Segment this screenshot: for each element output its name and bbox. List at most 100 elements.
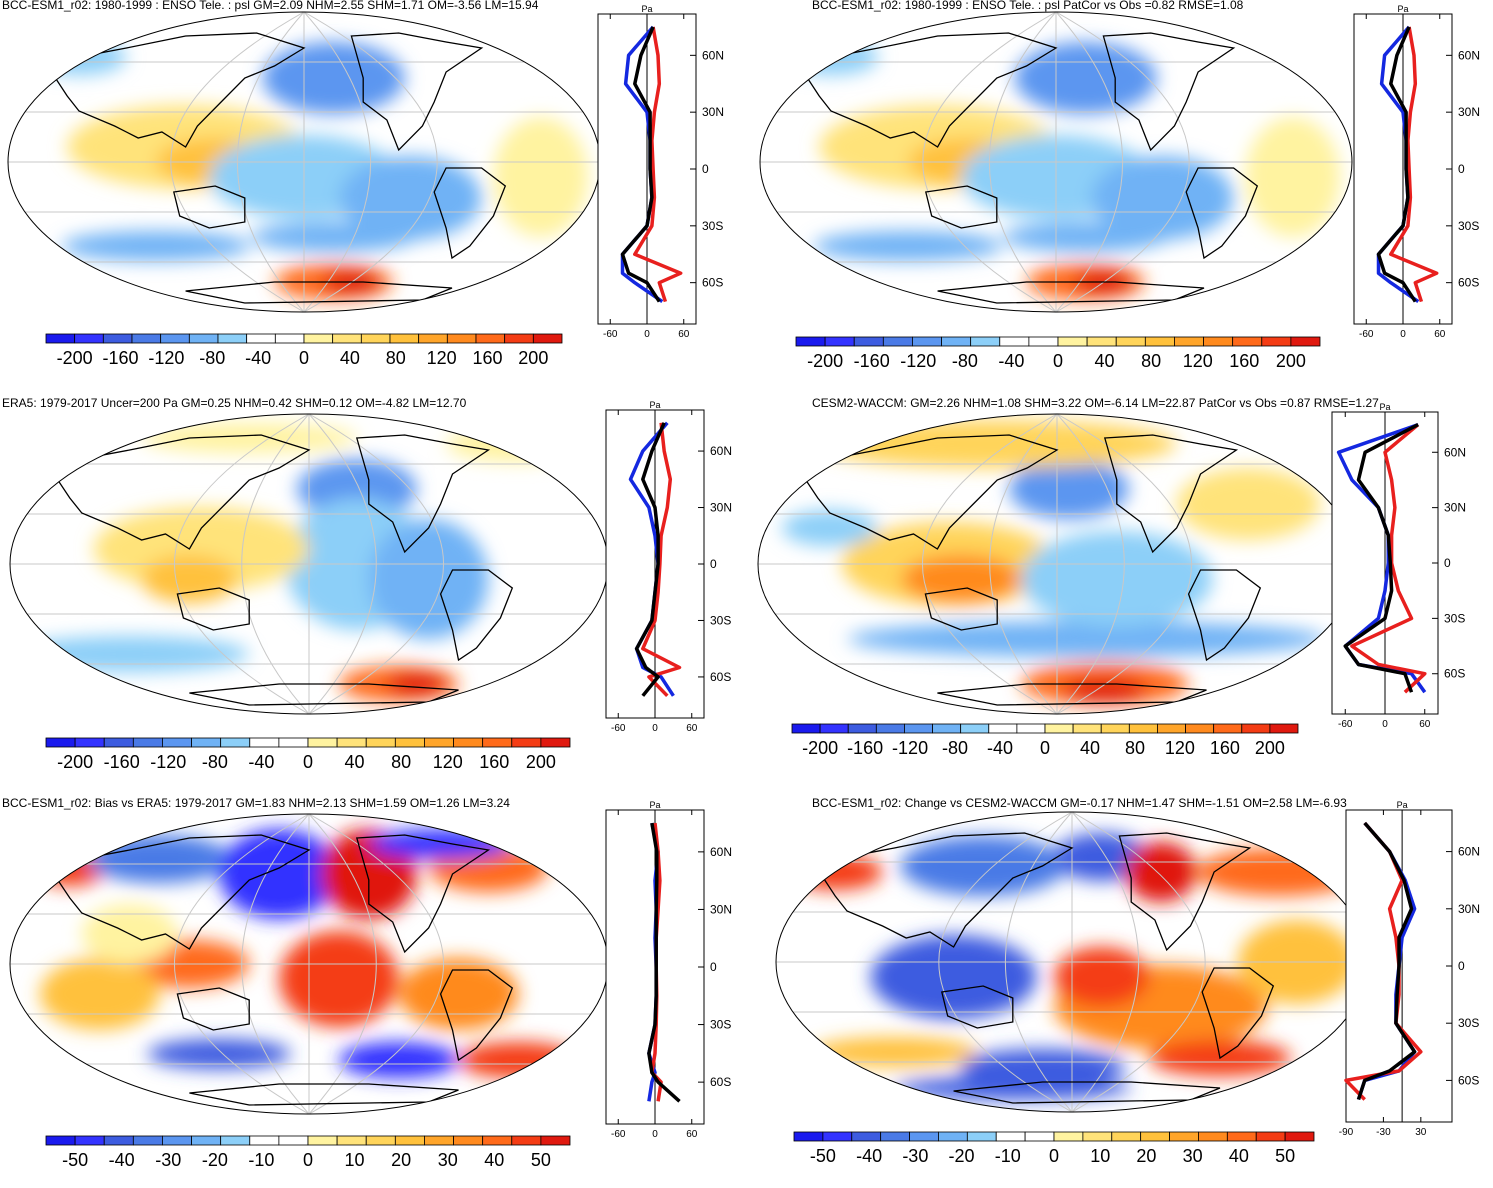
colorbar-box	[1016, 723, 1046, 734]
colorbar-label: -200	[807, 351, 843, 371]
anomaly-field	[10, 636, 250, 672]
anomaly-field	[87, 835, 232, 883]
profile-series-black	[1376, 26, 1417, 303]
colorbar-box	[938, 1131, 968, 1142]
profile-x-tick: -60	[1338, 719, 1353, 730]
coastlines	[56, 834, 514, 1106]
colorbar-box	[1261, 336, 1292, 347]
colorbar-box	[365, 737, 396, 748]
colorbar-box	[220, 1135, 251, 1146]
colorbar-label: 30	[438, 1150, 458, 1170]
graticule	[10, 414, 608, 714]
colorbar-box	[162, 737, 192, 748]
anomaly-field	[870, 935, 1037, 1019]
profile-x-tick: 0	[644, 329, 650, 340]
colorbar-label: 200	[518, 348, 548, 368]
profile-x-tick: 0	[652, 723, 658, 734]
profile-x-tick: 0	[1400, 329, 1406, 340]
colorbar-label: -10	[248, 1150, 274, 1170]
colorbar-box	[394, 737, 425, 748]
colorbar-box	[1213, 723, 1243, 734]
colorbar-label: 160	[472, 348, 502, 368]
anomaly-field	[279, 931, 399, 1027]
anomaly-field	[1245, 117, 1341, 237]
profile-x-tick: -60	[1359, 329, 1374, 340]
coastlines	[54, 32, 507, 304]
panel-graphic: Pa -60 0 60 60N 30N 0 30S 60S -200 -160 -120 -80 -40 0…	[7, 4, 724, 368]
colorbar: -200 -160 -120 -80 -40 0 40 80 120 160 200	[791, 723, 1299, 758]
colorbar: -200 -160 -120 -80 -40 0 40 80 120 160 200	[45, 737, 571, 772]
profile-x-tick: -60	[603, 329, 618, 340]
colorbar: -200 -160 -120 -80 -40 0 40 80 120 160 200	[45, 333, 563, 368]
profile-series-black	[1356, 821, 1417, 1101]
graticule	[10, 814, 608, 1114]
colorbar-label: 0	[303, 752, 313, 772]
profile-series-black	[620, 26, 661, 303]
profile-x-tick: -60	[611, 1129, 626, 1140]
graticule	[760, 12, 1352, 312]
anomaly-field	[901, 555, 1022, 603]
colorbar-box	[511, 737, 542, 748]
profile-x-tick: 60	[1434, 329, 1446, 340]
colorbar-label: 0	[1040, 738, 1050, 758]
colorbar-box	[970, 336, 1001, 347]
colorbar-box	[332, 333, 362, 344]
colorbar-box	[191, 737, 222, 748]
colorbar-label: 0	[299, 348, 309, 368]
colorbar-box	[532, 333, 563, 344]
latitude-label: 30N	[1458, 105, 1480, 119]
colorbar-box	[74, 333, 104, 344]
colorbar-box	[1140, 1131, 1170, 1142]
chart-panel: ERA5: 1979-2017 Uncer=200 Pa GM=0.25 NHM…	[0, 396, 746, 788]
colorbar-label: -40	[987, 738, 1013, 758]
graticule	[758, 414, 1356, 714]
latitude-label: 0	[1458, 162, 1465, 176]
world-map	[10, 414, 608, 714]
colorbar-box	[160, 333, 190, 344]
colorbar-box	[1290, 336, 1321, 347]
anomaly-field	[1091, 156, 1234, 240]
colorbar-box	[875, 723, 905, 734]
anomaly-field	[1021, 531, 1213, 627]
colorbar-box	[74, 737, 105, 748]
latitude-label: 30N	[710, 501, 732, 515]
colorbar-box	[475, 333, 506, 344]
profile-unit: Pa	[649, 400, 660, 410]
colorbar-box	[274, 333, 305, 344]
colorbar: -200 -160 -120 -80 -40 0 40 80 120 160 200	[795, 336, 1321, 371]
profile-x-tick: -60	[611, 723, 626, 734]
latitude-label: 60S	[1458, 1073, 1479, 1087]
colorbar-label: -80	[199, 348, 225, 368]
colorbar-box	[103, 737, 134, 748]
colorbar-box	[1111, 1131, 1142, 1142]
colorbar-box	[336, 737, 367, 748]
panel-title: ERA5: 1979-2017 Uncer=200 Pa GM=0.25 NHM…	[2, 396, 467, 410]
anomaly-field	[1014, 42, 1157, 114]
colorbar-box	[1226, 1131, 1257, 1142]
colorbar-box	[418, 333, 448, 344]
colorbar-label: -80	[202, 752, 228, 772]
coastlines	[804, 434, 1262, 706]
latitude-label: 60N	[710, 444, 732, 458]
colorbar-box	[1144, 336, 1175, 347]
colorbar-label: 40	[1229, 1146, 1249, 1166]
colorbar-box	[424, 737, 454, 748]
profile-x-tick: 0	[652, 1129, 658, 1140]
anomaly-field	[783, 39, 879, 75]
colorbar-label: 40	[345, 752, 365, 772]
colorbar-box	[45, 737, 76, 748]
colorbar-label: -160	[854, 351, 890, 371]
colorbar-box	[540, 1135, 571, 1146]
world-map	[760, 12, 1352, 312]
latitude-label: 0	[702, 162, 709, 176]
latitude-label: 30S	[710, 1018, 731, 1032]
anomaly-field	[817, 420, 1177, 468]
colorbar-label: -40	[856, 1146, 882, 1166]
colorbar-box	[1057, 336, 1088, 347]
profile-x-tick: -90	[1339, 1127, 1354, 1138]
colorbar-label: 80	[391, 752, 411, 772]
colorbar-box	[1255, 1131, 1286, 1142]
colorbar-label: -200	[57, 752, 93, 772]
panel-title: BCC-ESM1_r02: Change vs CESM2-WACCM GM=-…	[812, 796, 1347, 810]
graticule	[8, 12, 600, 312]
